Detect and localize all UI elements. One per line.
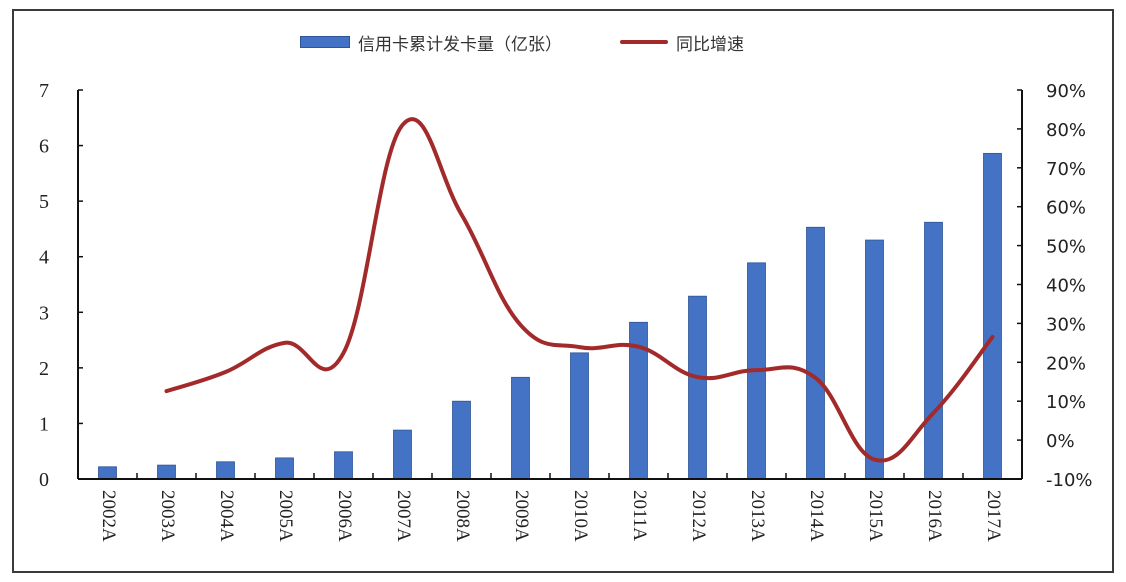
x-tick-label: 2007A bbox=[393, 490, 414, 542]
growth-line bbox=[164, 117, 995, 463]
left-tick-label: 2 bbox=[39, 358, 49, 380]
bar bbox=[688, 295, 707, 480]
right-tick-label: 80% bbox=[1046, 120, 1086, 141]
x-tick-label: 2010A bbox=[570, 490, 591, 542]
bar bbox=[865, 239, 884, 480]
left-tick-label: 6 bbox=[39, 136, 49, 158]
right-tick-label: 40% bbox=[1046, 276, 1086, 297]
right-tick-label: 20% bbox=[1046, 353, 1086, 374]
bar bbox=[275, 457, 294, 480]
bar bbox=[157, 464, 176, 480]
x-tick-label: 2008A bbox=[452, 490, 473, 542]
bar bbox=[511, 376, 530, 480]
left-tick-label: 5 bbox=[39, 191, 49, 213]
right-tick-label: 60% bbox=[1046, 198, 1086, 219]
left-tick-label: 0 bbox=[39, 469, 49, 491]
bar bbox=[983, 152, 1002, 480]
bar bbox=[806, 226, 825, 480]
x-tick-label: 2011A bbox=[629, 490, 650, 541]
right-tick-label: 90% bbox=[1046, 81, 1086, 102]
left-tick-label: 4 bbox=[39, 247, 49, 269]
bar bbox=[570, 352, 589, 480]
right-tick-label: 70% bbox=[1046, 159, 1086, 180]
x-tick-label: 2005A bbox=[275, 490, 296, 542]
x-tick-label: 2004A bbox=[216, 490, 237, 542]
legend-line-label: 同比增速 bbox=[676, 34, 744, 55]
bar bbox=[393, 429, 412, 480]
bar bbox=[924, 221, 943, 480]
bar bbox=[216, 461, 235, 480]
bar bbox=[452, 400, 471, 480]
right-tick-label: 30% bbox=[1046, 314, 1086, 335]
left-tick-label: 1 bbox=[39, 413, 49, 435]
right-tick-label: -10% bbox=[1046, 470, 1093, 491]
legend: 信用卡累计发卡量（亿张） 同比增速 bbox=[300, 30, 744, 55]
x-tick-label: 2017A bbox=[983, 490, 1004, 542]
x-tick-label: 2002A bbox=[98, 490, 119, 542]
legend-bar-label: 信用卡累计发卡量（亿张） bbox=[358, 34, 562, 55]
legend-line-swatch bbox=[620, 40, 668, 44]
right-tick-label: 0% bbox=[1046, 431, 1075, 452]
x-tick-label: 2009A bbox=[511, 490, 532, 542]
x-tick-label: 2006A bbox=[334, 490, 355, 542]
bar bbox=[334, 451, 353, 480]
legend-bar-swatch bbox=[300, 36, 350, 48]
left-tick-label: 7 bbox=[39, 80, 49, 102]
x-tick-label: 2014A bbox=[806, 490, 827, 542]
left-tick-label: 3 bbox=[39, 302, 49, 324]
right-tick-label: 50% bbox=[1046, 237, 1086, 258]
x-tick-label: 2013A bbox=[747, 490, 768, 542]
x-tick-label: 2016A bbox=[924, 490, 945, 542]
x-tick-label: 2015A bbox=[865, 490, 886, 542]
bar bbox=[98, 466, 117, 480]
right-tick-label: 10% bbox=[1046, 392, 1086, 413]
x-tick-label: 2003A bbox=[157, 490, 178, 542]
x-tick-label: 2012A bbox=[688, 490, 709, 542]
